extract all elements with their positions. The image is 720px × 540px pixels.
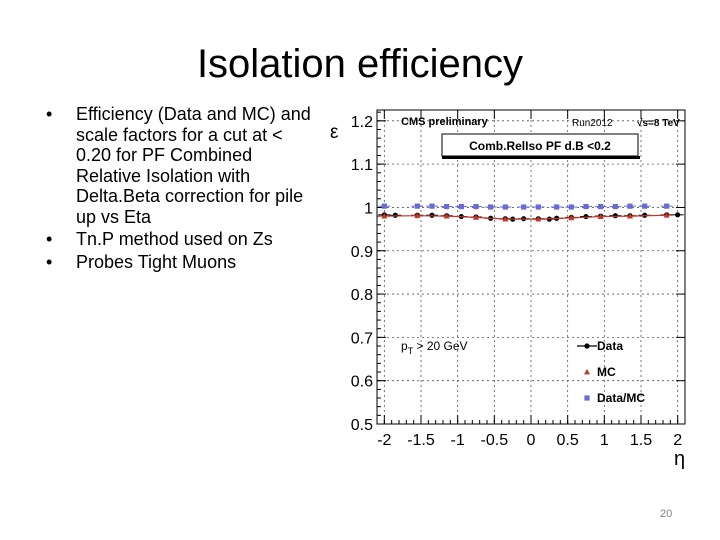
ratio-point (429, 203, 435, 209)
x-tick-label: -0.5 (481, 432, 509, 449)
selection-box-shadow (442, 156, 640, 159)
x-tick-label: 2 (673, 432, 682, 449)
y-tick-label: 0.7 (351, 330, 373, 347)
ratio-point (627, 203, 633, 209)
x-tick-label: -2 (377, 432, 391, 449)
x-tick-label: 0 (527, 432, 536, 449)
ratio-point (584, 395, 590, 401)
y-tick-label: 0.8 (351, 287, 373, 304)
y-tick-label: 0.5 (351, 417, 373, 434)
y-tick-label: 0.9 (351, 244, 373, 261)
ratio-point (444, 203, 450, 210)
efficiency-chart: -2 -1.5 -1 -0.5 0 0.5 1 1.5 2 0.5 0.6 0.7 0.8 0.9 1 1.1… (330, 109, 686, 470)
bullet-list: • Efficiency (Data and MC) and scale fact… (40, 104, 315, 274)
ratio-point (642, 203, 648, 209)
slide-title: Isolation efficiency (196, 42, 524, 86)
data-point (429, 212, 435, 218)
mc-point (663, 212, 670, 218)
x-tick-label: 1 (600, 432, 609, 449)
series-data-mc (378, 203, 673, 210)
header-cms-label: CMS preliminary (401, 116, 489, 128)
x-axis-label: η (674, 448, 685, 470)
chart-series (378, 203, 684, 222)
data-point (675, 212, 681, 218)
y-tick-label: 0.6 (351, 374, 373, 391)
ratio-point (612, 203, 618, 210)
y-tick-label: 1.2 (351, 114, 373, 131)
series-mc (378, 212, 673, 222)
x-tick-label: 1.5 (630, 432, 652, 449)
bullet-text: Efficiency (Data and MC) and scale facto… (76, 104, 311, 227)
data-point (584, 343, 590, 349)
ratio-point (414, 203, 420, 209)
y-tick-label: 1.1 (351, 157, 373, 174)
ratio-point (554, 204, 560, 210)
bullet-dot-icon: • (46, 104, 53, 124)
bullet-item: • Tn.P method used on Zs (40, 229, 315, 250)
bullet-item: • Probes Tight Muons (40, 252, 315, 273)
legend-label: Data/MC (597, 391, 645, 405)
pt-annotation: pT > 20 GeV (401, 339, 468, 356)
data-point (392, 212, 398, 218)
ratio-point (583, 203, 589, 210)
page-number: 20 (660, 508, 673, 520)
header-run-label: Run2012 (572, 118, 613, 129)
ratio-point (488, 204, 494, 210)
chart-legend: Data MC Data/MC (577, 339, 645, 405)
bullet-text: Tn.P method used on Zs (76, 229, 273, 249)
bullet-text: Probes Tight Muons (76, 251, 237, 272)
ratio-point (458, 203, 464, 210)
mc-point (584, 368, 590, 375)
ratio-point (598, 203, 604, 210)
x-tick-label: -1 (451, 432, 465, 449)
chart-grid (377, 110, 685, 425)
ratio-point (521, 204, 527, 210)
x-tick-label: 0.5 (557, 432, 579, 449)
x-tick-label: -1.5 (407, 432, 435, 449)
mc-curve (384, 214, 667, 220)
ratio-point (381, 203, 387, 209)
bullet-dot-icon: • (46, 251, 53, 272)
bullet-item: • Efficiency (Data and MC) and scale fact… (40, 104, 315, 227)
selection-box-label: Comb.RelIso PF d.B <0.2 (469, 139, 611, 153)
bullet-dot-icon: • (46, 229, 53, 249)
ratio-point (568, 204, 574, 210)
data-point (612, 213, 618, 219)
header-energy-label: √s=8 TeV (637, 118, 680, 129)
ratio-point (535, 204, 541, 210)
legend-label: Data (597, 339, 623, 353)
ratio-point (664, 203, 670, 209)
y-tick-label: 1 (364, 200, 373, 217)
ratio-point (502, 204, 508, 210)
ratio-point (473, 203, 479, 210)
y-axis-label: ε (330, 122, 339, 143)
chart-ticks: -2 -1.5 -1 -0.5 0 0.5 1 1.5 2 0.5 0.6 0.7 0.8 0.9 1 1.1… (351, 110, 686, 449)
legend-label: MC (597, 365, 616, 379)
